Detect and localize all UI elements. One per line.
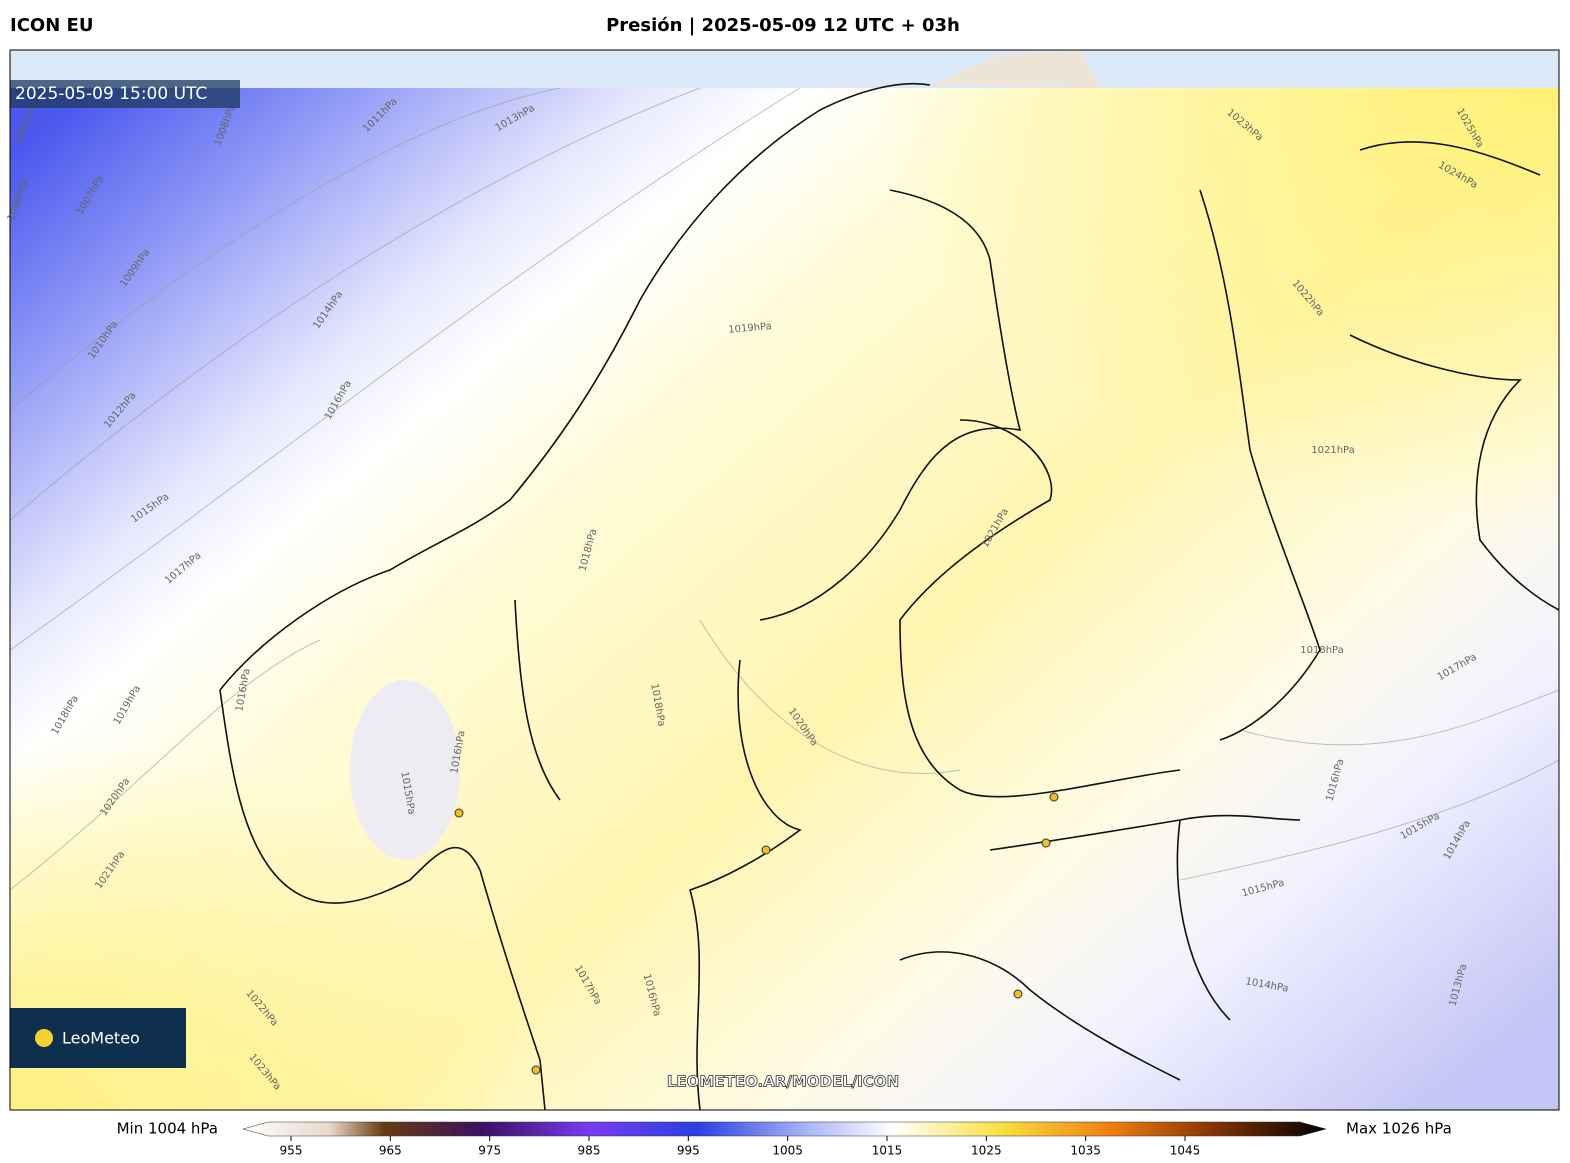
map-frame xyxy=(9,49,1560,1111)
isobar-label: 1021hPa xyxy=(1311,445,1355,456)
isobars xyxy=(9,87,1560,891)
cities xyxy=(454,792,1059,1075)
colorbar-tick-label: 1025 xyxy=(971,1144,1002,1158)
colorbar-tick-label: 965 xyxy=(379,1144,402,1158)
time-box xyxy=(10,80,240,108)
colorbar-max: Max 1026 hPa xyxy=(1346,1120,1452,1138)
model-name: ICON EU xyxy=(10,15,93,36)
isobar-label: 1019hPa xyxy=(728,321,772,336)
watermark: LEOMETEO.AR/MODEL/ICON xyxy=(667,1073,899,1091)
map-title: Presión | 2025-05-09 12 UTC + 03h xyxy=(606,15,960,36)
colorbar-tick-label: 1035 xyxy=(1070,1144,1101,1158)
colorbar-tick-label: 1045 xyxy=(1170,1144,1201,1158)
colorbar-min: Min 1004 hPa xyxy=(117,1120,218,1138)
valid-time: 2025-05-09 15:00 UTC xyxy=(15,84,207,104)
isobar-label: 1018hPa xyxy=(1300,645,1344,656)
logo-text: LeoMeteo xyxy=(62,1029,140,1048)
top-strip xyxy=(10,50,1559,88)
colorbar-tick-label: 985 xyxy=(578,1144,601,1158)
colorbar-tick-label: 975 xyxy=(478,1144,501,1158)
colorbar-tick-label: 1015 xyxy=(872,1144,903,1158)
colorbar xyxy=(242,1121,1327,1137)
pressure-field-high xyxy=(10,50,1559,1110)
logo-sun xyxy=(35,1029,53,1047)
coastlines xyxy=(219,82,1560,1111)
land-north xyxy=(930,50,1100,88)
low-area xyxy=(350,680,460,860)
colorbar-tick-label: 1005 xyxy=(772,1144,803,1158)
colorbar-ticks: 955 965 975 985 995 1005 1015 1025 1035 1045 xyxy=(280,1136,1201,1158)
colorbar-tick-label: 995 xyxy=(677,1144,700,1158)
colorbar-tick-label: 955 xyxy=(280,1144,303,1158)
